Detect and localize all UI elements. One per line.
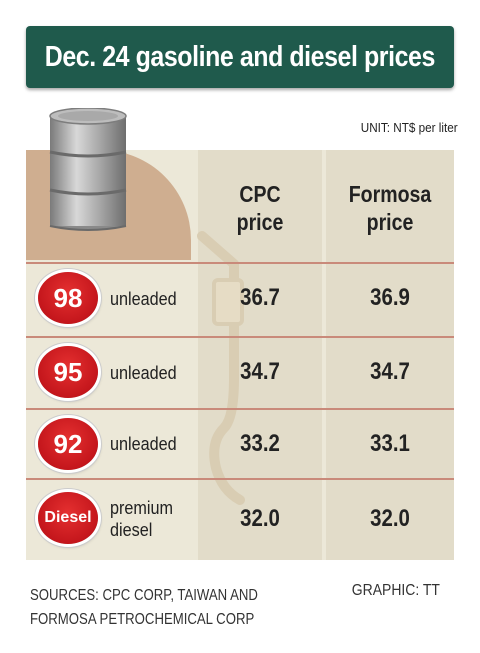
- cpc-price-95: 34.7: [240, 358, 280, 385]
- row-divider: [26, 408, 454, 410]
- octane-98-badge: 98: [38, 272, 98, 324]
- formosa-price-92: 33.1: [370, 430, 410, 457]
- cpc-price-98: 36.7: [240, 284, 280, 311]
- fuel-type-label: unleaded: [110, 434, 177, 454]
- fuel-type-label: premium diesel: [110, 498, 174, 540]
- formosa-column-bg: [326, 150, 454, 560]
- formosa-price-header: Formosa price: [348, 181, 432, 235]
- row-divider: [26, 262, 454, 264]
- fuel-nozzle-icon: [197, 231, 245, 505]
- formosa-price-95: 34.7: [370, 358, 410, 385]
- page-title: Dec. 24 gasoline and diesel prices: [44, 40, 436, 73]
- title-bar: Dec. 24 gasoline and diesel prices: [26, 26, 454, 88]
- cpc-price-header: CPC price: [236, 181, 284, 235]
- formosa-price-98: 36.9: [370, 284, 410, 311]
- cpc-column-bg: [198, 150, 322, 560]
- sources-note: SOURCES: CPC CORP, TAIWAN AND FORMOSA PE…: [30, 587, 258, 628]
- oil-barrel-icon: [49, 108, 127, 231]
- formosa-price-diesel: 32.0: [370, 505, 410, 532]
- fuel-type-label: unleaded: [110, 363, 177, 383]
- cpc-price-diesel: 32.0: [240, 505, 280, 532]
- octane-95-badge: 95: [38, 346, 98, 398]
- unit-label: UNIT: NT$ per liter: [361, 120, 458, 135]
- graphic-credit: GRAPHIC: TT: [351, 582, 440, 599]
- row-divider: [26, 478, 454, 480]
- cpc-price-92: 33.2: [240, 430, 280, 457]
- octane-92-badge: 92: [38, 418, 98, 470]
- diesel-badge: Diesel: [38, 492, 98, 544]
- fuel-type-label: unleaded: [110, 289, 177, 309]
- row-divider: [26, 336, 454, 338]
